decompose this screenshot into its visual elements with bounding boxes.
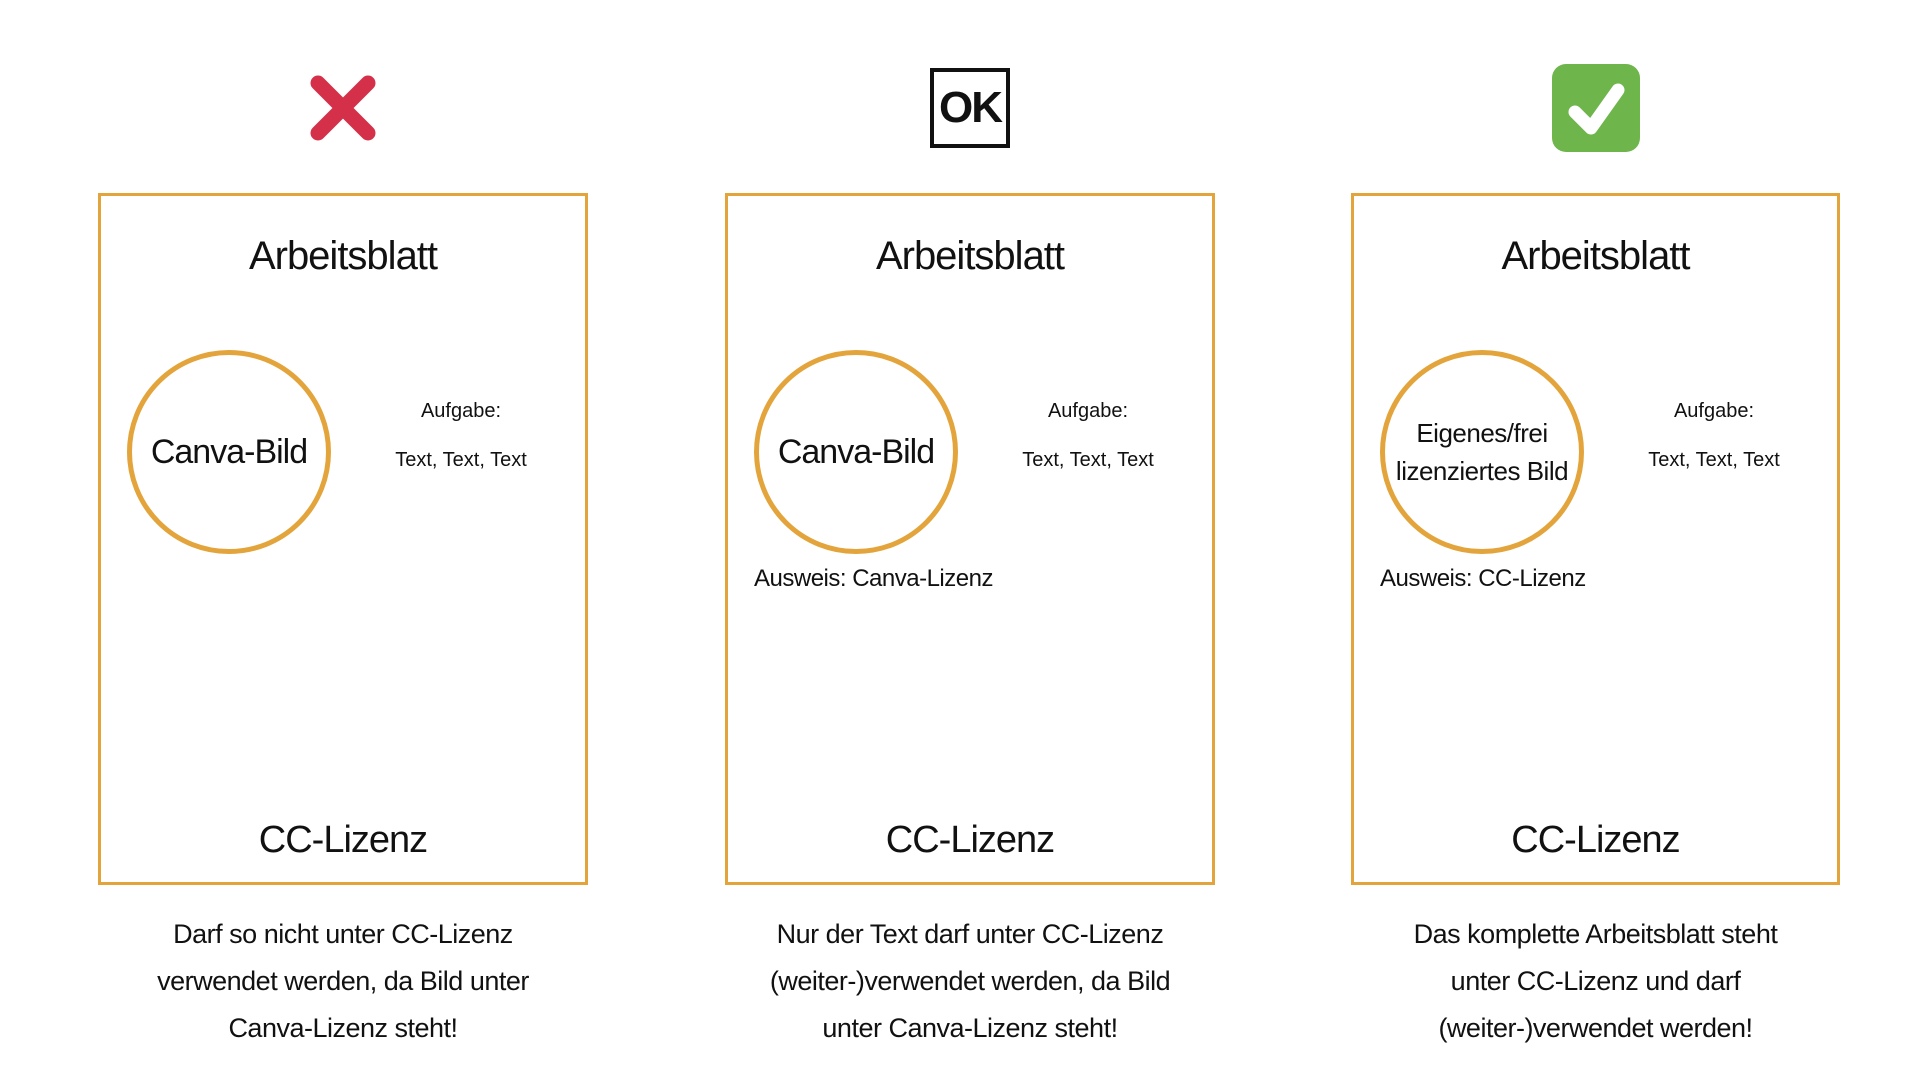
image-placeholder-circle: Canva-Bild	[127, 350, 331, 554]
license-note: Ausweis: CC-Lizenz	[1380, 565, 1586, 592]
worksheet-card: Arbeitsblatt Canva-Bild Aufgabe: Text, T…	[98, 193, 588, 885]
task-text: Text, Text, Text	[395, 449, 527, 471]
image-label: Canva-Bild	[150, 433, 308, 471]
caption: Das komplette Arbeitsblatt steht unter C…	[1351, 911, 1840, 1052]
license-note: Ausweis: Canva-Lizenz	[754, 565, 993, 592]
column-not-allowed: Arbeitsblatt Canva-Bild Aufgabe: Text, T…	[98, 0, 588, 1080]
verdict-icon-slot: OK	[725, 63, 1215, 153]
task-text: Text, Text, Text	[1648, 449, 1780, 471]
verdict-icon-slot	[1351, 63, 1840, 153]
task-heading: Aufgabe:	[420, 400, 502, 422]
verdict-icon-slot	[98, 63, 588, 153]
worksheet-title: Arbeitsblatt	[248, 234, 438, 278]
worksheet-footer-license: CC-Lizenz	[885, 819, 1055, 861]
caption: Nur der Text darf unter CC-Lizenz (weite…	[725, 911, 1215, 1052]
cross-icon	[310, 75, 376, 141]
image-label-line: lizenziertes Bild	[1395, 456, 1569, 486]
caption-line: unter Canva-Lizenz steht!	[822, 1013, 1118, 1043]
worksheet-footer-license: CC-Lizenz	[258, 819, 428, 861]
task-text: Text, Text, Text	[1022, 449, 1154, 471]
task-heading: Aufgabe:	[1047, 400, 1129, 422]
image-placeholder-circle: Eigenes/frei lizenziertes Bild	[1380, 350, 1584, 554]
caption-line: Canva-Lizenz steht!	[228, 1013, 458, 1043]
task-block: Aufgabe: Text, Text, Text	[353, 400, 569, 472]
worksheet-title: Arbeitsblatt	[1501, 234, 1690, 278]
caption-line: Darf so nicht unter CC-Lizenz	[173, 919, 513, 949]
worksheet-footer-license: CC-Lizenz	[1511, 819, 1680, 861]
caption: Darf so nicht unter CC-Lizenz verwendet …	[98, 911, 588, 1052]
image-placeholder-circle: Canva-Bild	[754, 350, 958, 554]
task-heading: Aufgabe:	[1673, 400, 1755, 422]
caption-line: verwendet werden, da Bild unter	[157, 966, 529, 996]
caption-line: unter CC-Lizenz und darf	[1450, 966, 1741, 996]
worksheet-card: Arbeitsblatt Canva-Bild Aufgabe: Text, T…	[725, 193, 1215, 885]
column-allowed: Arbeitsblatt Eigenes/frei lizenziertes B…	[1351, 0, 1840, 1080]
worksheet-title: Arbeitsblatt	[875, 234, 1065, 278]
column-ok: OK Arbeitsblatt Canva-Bild Aufgabe: Text…	[725, 0, 1215, 1080]
caption-line: Das komplette Arbeitsblatt steht	[1413, 919, 1778, 949]
worksheet-card: Arbeitsblatt Eigenes/frei lizenziertes B…	[1351, 193, 1840, 885]
caption-line: (weiter-)verwendet werden!	[1438, 1013, 1753, 1043]
image-label-line: Eigenes/frei	[1416, 418, 1548, 448]
caption-line: Nur der Text darf unter CC-Lizenz	[776, 919, 1164, 949]
ok-badge-icon: OK	[930, 68, 1010, 148]
check-icon	[1551, 64, 1640, 152]
task-block: Aufgabe: Text, Text, Text	[1606, 400, 1822, 472]
image-label: Canva-Bild	[777, 433, 935, 471]
caption-line: (weiter-)verwendet werden, da Bild	[769, 966, 1171, 996]
task-block: Aufgabe: Text, Text, Text	[980, 400, 1196, 472]
